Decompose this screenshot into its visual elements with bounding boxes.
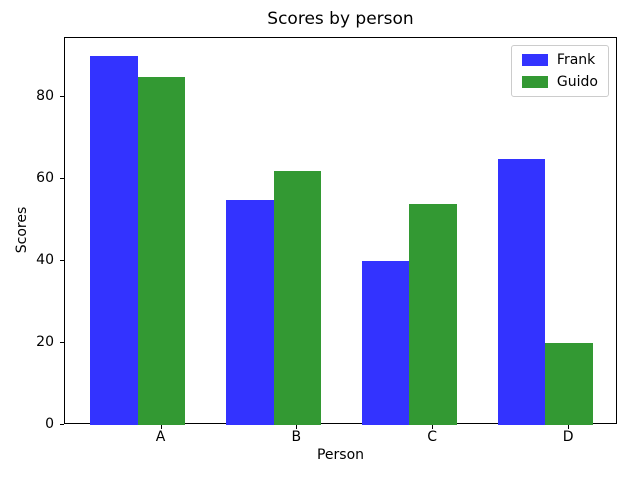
y-tick-mark bbox=[60, 424, 64, 425]
x-tick-mark bbox=[432, 425, 434, 429]
y-tick-label: 80 bbox=[36, 88, 54, 105]
x-tick-mark bbox=[296, 425, 298, 429]
x-tick-mark bbox=[160, 425, 162, 429]
x-tick-mark bbox=[568, 425, 570, 429]
bar-frank-A bbox=[90, 56, 138, 425]
legend-swatch-icon bbox=[521, 76, 548, 88]
y-tick-label: 60 bbox=[36, 170, 54, 187]
bar-frank-B bbox=[226, 199, 274, 425]
y-tick-mark bbox=[60, 260, 64, 262]
legend-item-guido: Guido bbox=[521, 74, 598, 90]
legend-label: Guido bbox=[556, 74, 598, 90]
bar-guido-A bbox=[137, 76, 186, 425]
y-axis-label: Scores bbox=[14, 206, 30, 254]
x-tick-label: D bbox=[562, 429, 574, 445]
plot-area: Frank Guido bbox=[64, 37, 617, 425]
x-tick-label: C bbox=[427, 429, 438, 445]
y-tick-label: 40 bbox=[36, 252, 54, 269]
x-tick-label: A bbox=[155, 429, 166, 445]
x-tick-label: B bbox=[291, 429, 302, 445]
x-axis-label: Person bbox=[316, 447, 365, 463]
legend-swatch-icon bbox=[521, 54, 548, 66]
bar-guido-D bbox=[545, 343, 593, 425]
y-tick-mark bbox=[60, 96, 64, 98]
bar-guido-B bbox=[273, 171, 322, 425]
y-tick-label: 0 bbox=[45, 416, 54, 432]
y-tick-label: 20 bbox=[36, 334, 54, 351]
bar-frank-D bbox=[497, 158, 546, 425]
bar-guido-C bbox=[409, 203, 457, 425]
y-tick-mark bbox=[60, 342, 64, 344]
legend: Frank Guido bbox=[510, 45, 609, 97]
chart-title: Scores by person bbox=[267, 9, 414, 29]
bar-frank-C bbox=[361, 261, 410, 425]
y-tick-mark bbox=[60, 178, 64, 180]
legend-item-frank: Frank bbox=[521, 52, 598, 68]
legend-label: Frank bbox=[556, 52, 596, 68]
